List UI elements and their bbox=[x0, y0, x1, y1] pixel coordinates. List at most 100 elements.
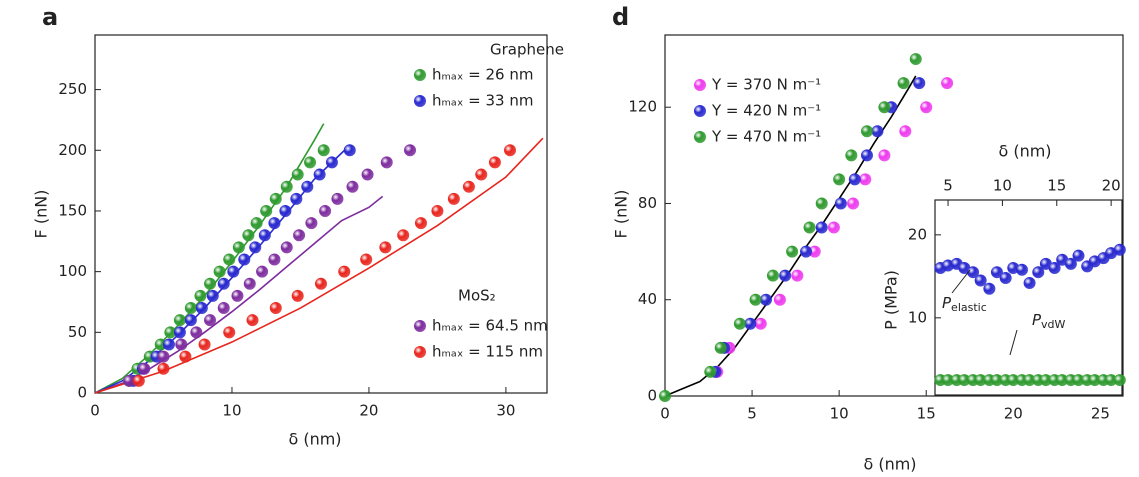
data-point bbox=[157, 362, 170, 375]
data-point bbox=[999, 272, 1012, 284]
data-point bbox=[1023, 374, 1036, 387]
data-point bbox=[1023, 276, 1036, 289]
data-point bbox=[184, 314, 197, 327]
x-tick-label: 10 bbox=[830, 405, 849, 423]
y-tick-label: 40 bbox=[638, 290, 657, 308]
data-point bbox=[815, 221, 828, 234]
annotation-symbol: P bbox=[942, 294, 952, 312]
data-point bbox=[760, 293, 773, 306]
data-point bbox=[733, 317, 746, 330]
data-point bbox=[227, 265, 240, 278]
legend-marker bbox=[414, 95, 426, 107]
y-tick-label: 10 bbox=[908, 308, 927, 326]
data-point bbox=[260, 204, 273, 217]
data-point bbox=[1113, 374, 1126, 387]
data-point bbox=[1072, 249, 1085, 262]
data-point bbox=[958, 374, 971, 387]
data-point bbox=[258, 229, 271, 242]
legend-title: MoS₂ bbox=[458, 287, 496, 305]
data-point bbox=[291, 289, 304, 302]
data-point bbox=[280, 180, 293, 193]
data-point bbox=[173, 326, 186, 339]
data-point bbox=[315, 277, 327, 290]
legend-marker bbox=[694, 79, 706, 91]
data-point bbox=[238, 253, 251, 266]
data-point bbox=[279, 204, 292, 217]
data-point bbox=[475, 168, 488, 181]
data-point bbox=[779, 269, 792, 282]
data-point bbox=[123, 374, 136, 387]
data-point bbox=[848, 173, 861, 186]
data-point bbox=[827, 221, 840, 234]
data-point bbox=[766, 269, 779, 282]
data-point bbox=[291, 168, 304, 181]
data-point bbox=[304, 156, 317, 169]
data-point bbox=[346, 180, 359, 193]
data-point bbox=[195, 302, 208, 315]
data-point bbox=[941, 77, 954, 90]
plot-area bbox=[934, 199, 1123, 396]
data-point bbox=[249, 241, 262, 254]
data-point bbox=[800, 245, 813, 258]
y-tick-label: 50 bbox=[68, 323, 87, 341]
data-point bbox=[878, 101, 891, 114]
data-point bbox=[173, 314, 186, 327]
data-point bbox=[1064, 257, 1077, 270]
data-point bbox=[773, 293, 786, 306]
data-point bbox=[913, 77, 926, 90]
data-point bbox=[268, 253, 281, 266]
data-point bbox=[162, 338, 175, 351]
x-tick-label: 25 bbox=[1091, 405, 1110, 423]
annotation-subscript: vdW bbox=[1041, 318, 1065, 331]
y-tick-label: 0 bbox=[77, 384, 87, 402]
data-point bbox=[360, 253, 373, 266]
legend-marker bbox=[414, 69, 426, 81]
data-point bbox=[164, 326, 177, 339]
data-point bbox=[1015, 263, 1028, 276]
legend-marker bbox=[414, 320, 426, 332]
y-axis-label: P (MPa) bbox=[882, 270, 901, 330]
legend-marker bbox=[414, 346, 426, 358]
legend-label: Y = 370 N m⁻¹ bbox=[711, 76, 821, 94]
data-point bbox=[815, 197, 828, 210]
data-point bbox=[404, 144, 417, 157]
data-point bbox=[920, 101, 933, 114]
annotation: Pelastic bbox=[942, 294, 987, 315]
x-tick-label: 5 bbox=[747, 405, 757, 423]
legend-marker bbox=[694, 105, 706, 117]
data-point bbox=[714, 341, 727, 354]
legend-title: Graphene bbox=[490, 41, 564, 59]
data-point bbox=[744, 317, 757, 330]
data-point bbox=[301, 180, 314, 193]
data-point bbox=[859, 173, 872, 186]
data-point bbox=[194, 289, 207, 302]
data-point bbox=[290, 192, 303, 205]
annotation-symbol: P bbox=[1032, 311, 1042, 329]
data-point bbox=[325, 156, 338, 169]
data-point bbox=[198, 338, 211, 351]
legend-marker bbox=[694, 131, 706, 143]
data-point bbox=[833, 173, 846, 186]
data-point bbox=[504, 144, 517, 157]
data-point bbox=[343, 144, 356, 157]
data-point bbox=[213, 265, 226, 278]
x-axis-label: δ (nm) bbox=[998, 142, 1051, 161]
data-point bbox=[184, 302, 197, 315]
annotation-subscript: elastic bbox=[951, 301, 987, 314]
y-axis-label: F (nN) bbox=[612, 190, 631, 239]
y-tick-label: 150 bbox=[58, 201, 87, 219]
data-point bbox=[250, 217, 263, 230]
data-point bbox=[256, 265, 269, 278]
data-point bbox=[871, 125, 884, 138]
x-tick-label: 10 bbox=[222, 402, 241, 420]
legend-label: hₘₐₓ = 26 nm bbox=[432, 66, 533, 84]
x-axis-label: δ (nm) bbox=[288, 430, 341, 449]
y-tick-label: 250 bbox=[58, 80, 87, 98]
y-tick-label: 0 bbox=[647, 387, 657, 405]
data-point bbox=[786, 245, 799, 258]
data-point bbox=[704, 365, 717, 378]
data-point bbox=[1088, 374, 1101, 387]
data-point bbox=[414, 217, 427, 230]
data-point bbox=[1105, 374, 1118, 387]
legend-label: hₘₐₓ = 115 nm bbox=[432, 343, 543, 361]
